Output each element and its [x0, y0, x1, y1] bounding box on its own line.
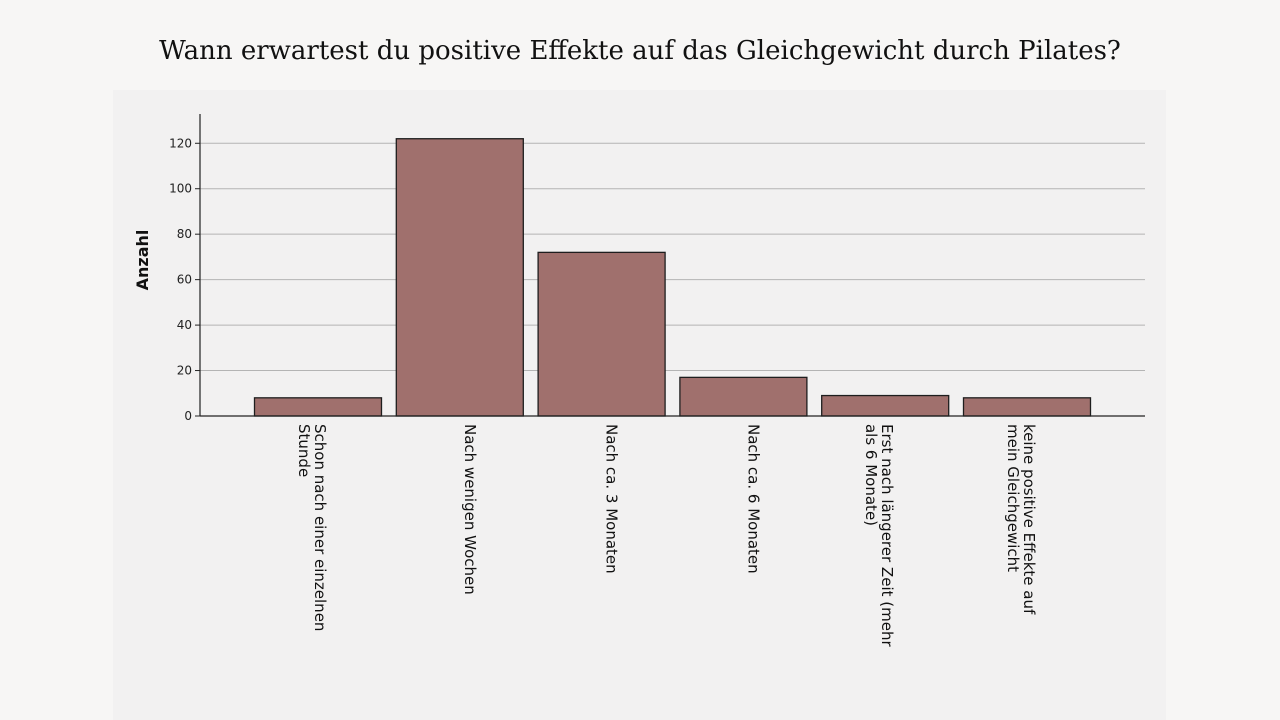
y-tick-label: 100	[169, 182, 192, 196]
bar	[537, 251, 666, 417]
y-axis-label: Anzahl	[133, 230, 152, 291]
x-category-label: Erst nach längerer Zeit (mehr	[878, 424, 896, 647]
axes	[195, 114, 1145, 417]
x-category-label: mein Gleichgewicht	[1004, 424, 1022, 572]
y-tick-label: 0	[184, 409, 192, 423]
x-category-label: als 6 Monate)	[862, 424, 880, 526]
y-tick-label: 80	[177, 227, 192, 241]
x-category-label: keine positive Effekte auf	[1020, 424, 1038, 615]
bars	[253, 138, 1092, 417]
y-tick-label: 40	[177, 318, 192, 332]
x-category-label: Schon nach einer einzelnen	[311, 424, 329, 631]
bar	[253, 397, 383, 417]
x-category-label: Nach wenigen Wochen	[461, 424, 479, 595]
bar	[821, 394, 950, 417]
bar	[962, 397, 1092, 417]
y-tick-label: 60	[177, 273, 192, 287]
labels: 0 20 40 60 80 100 120 Schon nach einer einzelne…	[133, 136, 1038, 647]
y-tick-label: 120	[169, 136, 192, 150]
gridlines	[200, 142, 1145, 372]
x-category-label: Stunde	[295, 424, 313, 477]
bar-chart: 0 20 40 60 80 100 120 Schon nach einer einzelne…	[133, 114, 1145, 647]
page-title: Wann erwartest du positive Effekte auf d…	[159, 36, 1121, 66]
chart-panel: 0 20 40 60 80 100 120 Schon nach einer einzelne…	[113, 90, 1166, 720]
y-tick-label: 20	[177, 364, 192, 378]
bar	[395, 138, 524, 417]
x-category-label: Nach ca. 6 Monaten	[744, 424, 762, 574]
bar	[679, 376, 808, 417]
x-category-label: Nach ca. 3 Monaten	[603, 424, 621, 574]
